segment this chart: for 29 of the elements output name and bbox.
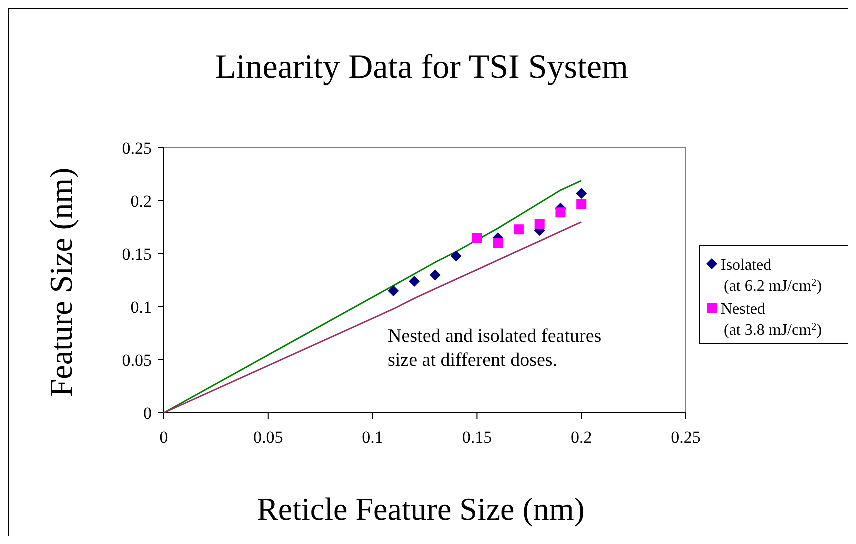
point: [472, 233, 482, 244]
point: [430, 270, 441, 281]
x-tick-label: 0.25: [671, 428, 701, 447]
point: [514, 224, 524, 235]
legend-label: Isolated (at 6.2 mJ/cm$^{2}$): [721, 257, 822, 295]
x-tick-label: 0.15: [462, 428, 492, 447]
annotation: Nested and isolated features size at different doses.: [388, 326, 602, 371]
x-tick-label: 0.1: [362, 428, 384, 447]
point: [534, 219, 545, 230]
y-tick-label: 0.25: [122, 139, 152, 158]
point: [409, 276, 420, 288]
point: [576, 199, 587, 210]
legend-label: Nested (at 3.8 mJ/cm$^{2}$): [721, 301, 822, 339]
x-tick-label: 0: [160, 428, 168, 447]
y-tick-label: 0.2: [130, 192, 152, 211]
chart-title: Linearity Data for TSI System: [216, 49, 628, 86]
point: [576, 188, 588, 200]
y-tick-label: 0: [144, 404, 152, 423]
point: [450, 250, 462, 262]
point: [388, 286, 400, 297]
y-axis-title: Feature Size (nm): [43, 168, 79, 398]
point: [493, 238, 504, 248]
y-tick-label: 0.15: [122, 245, 152, 264]
x-axis-title: Reticle Feature Size (nm): [257, 491, 585, 527]
y-tick-label: 0.1: [130, 298, 152, 317]
x-tick-label: 0.2: [570, 428, 592, 447]
point: [556, 208, 566, 218]
x-tick-label: 0.05: [254, 428, 284, 447]
y-tick-label: 0.05: [122, 351, 152, 370]
